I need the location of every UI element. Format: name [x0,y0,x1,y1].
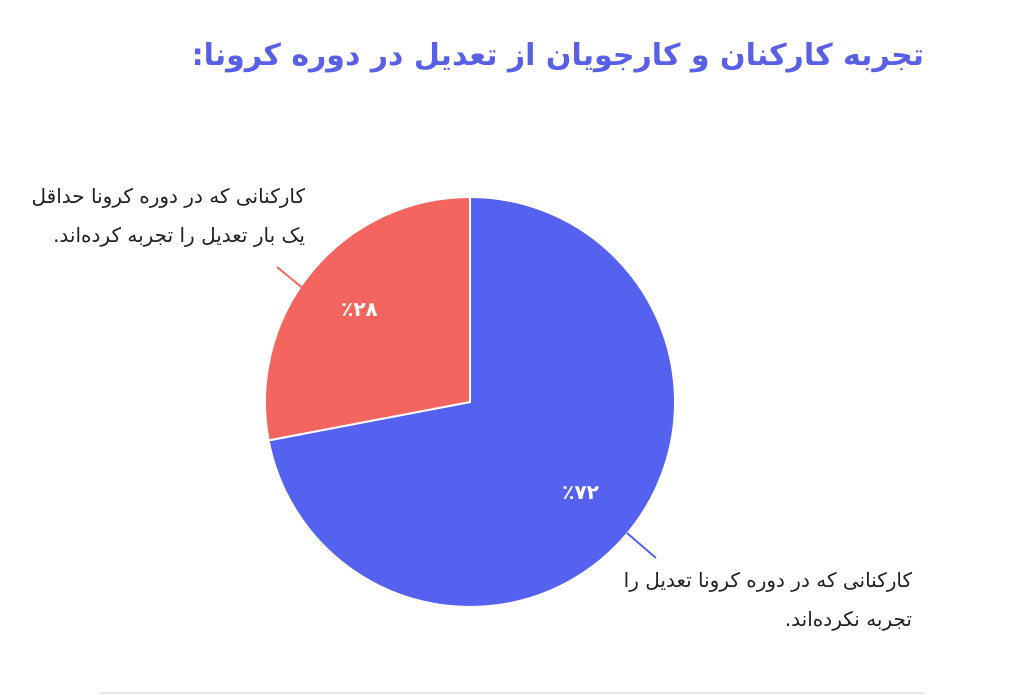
leader-line [276,266,306,291]
slice-label: کارکنانی که در دوره کرونا تعدیل را تجربه… [623,568,912,631]
leader-line [626,532,657,559]
value-label: ٪۷۲ [562,480,599,504]
value-label: ٪۲۸ [341,297,378,321]
pie-slice [264,195,471,442]
slice-label: کارکنانی که در دوره کرونا حداقل یک بار ت… [31,184,305,247]
chart-title: تجربه کارکنان و کارجویان از تعدیل در دور… [191,38,924,73]
